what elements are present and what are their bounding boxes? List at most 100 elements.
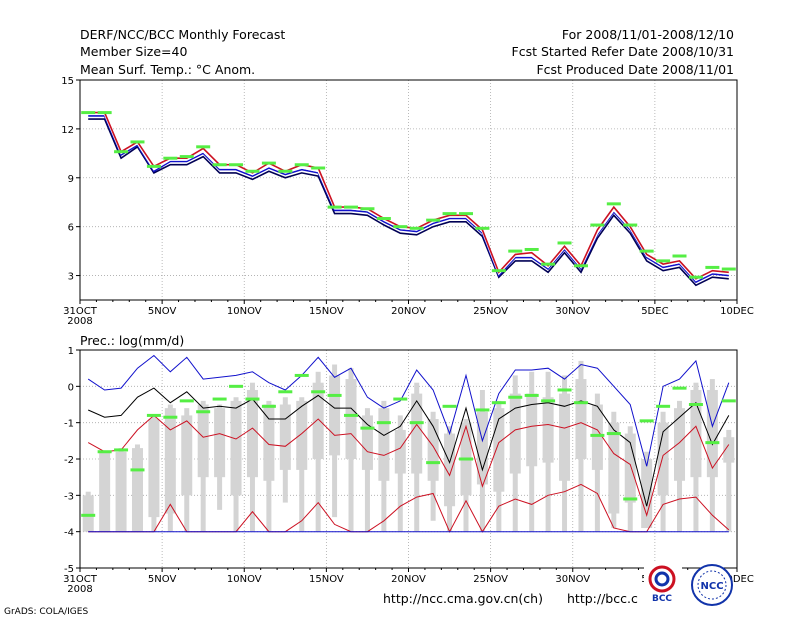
temperature-panel: 31OCT 5NOV 10NOV 15NOV 20NOV 25NOV 30NOV 5DEC 10… — [61, 76, 754, 327]
ensemble-marker — [294, 373, 309, 377]
ensemble-marker — [81, 513, 96, 517]
ncc-logo-text: NCC — [700, 581, 723, 592]
spread-box — [279, 404, 291, 470]
y-tick-label: -3 — [64, 491, 74, 502]
ensemble-marker — [705, 265, 720, 269]
x-tick-label: 10DEC — [720, 306, 754, 317]
ensemble-marker — [294, 163, 309, 167]
x-tick-label: 10NOV — [227, 306, 262, 317]
title-line-1: DERF/NCC/BCC Monthly Forecast — [80, 27, 285, 42]
precip-bars — [82, 360, 735, 532]
x-year-label: 2008 — [67, 316, 92, 327]
ensemble-marker — [311, 166, 326, 170]
spread-box — [99, 451, 111, 532]
ensemble-marker — [360, 207, 375, 211]
series-line-upper_red — [87, 414, 730, 518]
spread-box — [394, 429, 406, 474]
spread-box — [345, 379, 357, 459]
spread-box — [197, 404, 209, 478]
spread-box — [657, 422, 669, 496]
ensemble-marker — [278, 169, 293, 173]
spread-box — [624, 433, 636, 503]
ensemble-marker — [245, 169, 260, 173]
spread-box — [575, 379, 587, 459]
ensemble-marker — [623, 497, 638, 501]
precip-grid — [79, 349, 738, 569]
ensemble-marker — [409, 421, 424, 425]
ensemble-marker — [606, 202, 621, 206]
ensemble-marker — [606, 432, 621, 436]
x-tick-label: 30NOV — [555, 306, 590, 317]
x-tick-label: 15NOV — [309, 306, 344, 317]
temperature-grid — [79, 79, 738, 300]
spread-box — [542, 397, 554, 463]
ensemble-marker — [130, 468, 145, 472]
spread-box — [526, 393, 538, 467]
x-tick-label: 5NOV — [148, 574, 177, 585]
forecast-start-date: Fcst Started Refer Date 2008/10/31 — [512, 44, 735, 59]
ncc-url[interactable]: http://ncc.cma.gov.cn(ch) — [383, 591, 543, 606]
ensemble-marker — [524, 393, 539, 397]
ensemble-marker — [146, 164, 161, 168]
spread-box — [131, 448, 143, 532]
ensemble-marker — [114, 448, 129, 452]
ensemble-marker — [146, 413, 161, 417]
ensemble-marker — [672, 386, 687, 390]
ensemble-marker — [245, 397, 260, 401]
ensemble-marker — [360, 426, 375, 430]
ensemble-marker — [573, 264, 588, 268]
series-line-white — [88, 113, 729, 282]
ensemble-marker — [114, 150, 129, 154]
ensemble-marker — [688, 403, 703, 406]
spread-box — [641, 459, 653, 529]
ensemble-marker — [656, 259, 671, 263]
ensemble-marker — [376, 421, 391, 425]
ensemble-marker — [721, 399, 736, 403]
y-tick-label: -2 — [64, 455, 74, 466]
ensemble-marker — [81, 111, 96, 115]
precip-panel-label: Prec.: log(mm/d) — [80, 333, 184, 348]
precip-panel: 31OCT5NOV10NOV15NOV20NOV25NOV30NOV5DEC10… — [63, 346, 754, 595]
series-line-red — [88, 111, 729, 280]
y-tick-label: 12 — [61, 125, 74, 136]
ensemble-marker — [426, 461, 441, 465]
spread-box — [509, 393, 521, 474]
ensemble-marker — [557, 388, 572, 392]
ensemble-marker — [508, 249, 523, 253]
grads-credit: GrADS: COLA/IGES — [4, 607, 88, 617]
ensemble-marker — [212, 397, 227, 401]
ensemble-marker — [623, 223, 638, 227]
spread-box — [263, 404, 275, 481]
ensemble-marker — [557, 241, 572, 245]
ensemble-marker — [311, 390, 326, 394]
spread-box — [246, 389, 258, 478]
x-tick-label: 15NOV — [309, 574, 344, 585]
series-line-navy — [88, 118, 729, 287]
ensemble-marker — [491, 401, 506, 405]
ensemble-marker — [179, 155, 194, 159]
series-line-mean — [87, 387, 730, 507]
ensemble-marker — [163, 156, 178, 160]
forecast-period: For 2008/11/01-2008/12/10 — [562, 27, 734, 42]
x-tick-label: 5NOV — [148, 306, 177, 317]
ensemble-marker — [196, 145, 211, 149]
y-tick-label: 3 — [68, 272, 74, 283]
ensemble-marker — [344, 413, 359, 417]
y-tick-label: -4 — [64, 528, 74, 539]
bcc-logo: BCC — [644, 563, 682, 607]
ensemble-marker — [442, 212, 457, 216]
spread-box — [164, 408, 176, 514]
ensemble-marker — [97, 450, 112, 454]
ensemble-marker — [327, 393, 342, 397]
spread-box — [296, 400, 308, 470]
spread-box — [230, 400, 242, 496]
bcc-url[interactable]: http://bcc.c — [567, 591, 638, 606]
forecast-produced-date: Fcst Produced Date 2008/11/01 — [536, 62, 734, 77]
ensemble-marker — [541, 399, 556, 403]
precip-series — [87, 354, 730, 533]
ensemble-marker — [475, 408, 490, 412]
ensemble-marker — [508, 395, 523, 399]
ensemble-marker — [475, 226, 490, 230]
spread-box — [444, 433, 456, 507]
